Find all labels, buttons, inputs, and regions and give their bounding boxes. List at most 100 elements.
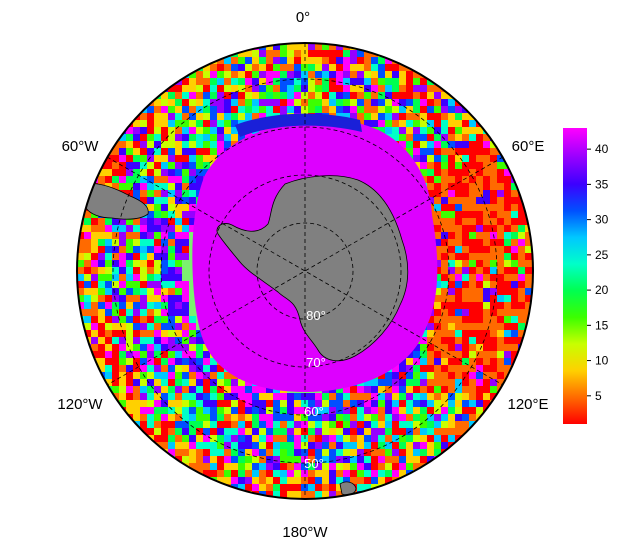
data-cell	[203, 92, 210, 99]
data-cell	[329, 456, 336, 463]
data-cell	[175, 260, 182, 267]
data-cell	[189, 99, 196, 106]
data-cell	[294, 78, 301, 85]
data-cell	[385, 99, 392, 106]
data-cell	[322, 456, 329, 463]
data-cell	[140, 155, 147, 162]
data-cell	[427, 372, 434, 379]
data-cell	[371, 386, 378, 393]
data-cell	[448, 400, 455, 407]
data-cell	[441, 267, 448, 274]
data-cell	[147, 239, 154, 246]
data-cell	[175, 379, 182, 386]
data-cell	[427, 134, 434, 141]
data-cell	[105, 155, 112, 162]
data-cell	[455, 134, 462, 141]
data-cell	[504, 344, 511, 351]
data-cell	[217, 148, 224, 155]
data-cell	[126, 365, 133, 372]
data-cell	[504, 225, 511, 232]
data-cell	[266, 428, 273, 435]
data-cell	[217, 400, 224, 407]
data-cell	[350, 57, 357, 64]
data-cell	[518, 204, 525, 211]
data-cell	[413, 463, 420, 470]
data-cell	[357, 64, 364, 71]
data-cell	[294, 470, 301, 477]
data-cell	[210, 141, 217, 148]
data-cell	[469, 407, 476, 414]
data-cell	[511, 281, 518, 288]
data-cell	[112, 267, 119, 274]
data-cell	[462, 204, 469, 211]
data-cell	[420, 407, 427, 414]
data-cell	[119, 246, 126, 253]
data-cell	[182, 169, 189, 176]
data-cell	[504, 365, 511, 372]
data-cell	[266, 435, 273, 442]
data-cell	[441, 274, 448, 281]
data-cell	[273, 428, 280, 435]
data-cell	[84, 211, 91, 218]
data-cell	[189, 393, 196, 400]
data-cell	[427, 92, 434, 99]
data-cell	[441, 127, 448, 134]
data-cell	[462, 127, 469, 134]
data-cell	[161, 372, 168, 379]
data-cell	[490, 183, 497, 190]
data-cell	[336, 393, 343, 400]
data-cell	[462, 414, 469, 421]
data-cell	[427, 456, 434, 463]
data-cell	[259, 456, 266, 463]
data-cell	[427, 113, 434, 120]
data-cell	[147, 421, 154, 428]
data-cell	[91, 239, 98, 246]
data-cell	[525, 232, 532, 239]
data-cell	[364, 64, 371, 71]
data-cell	[133, 232, 140, 239]
data-cell	[210, 148, 217, 155]
data-cell	[154, 225, 161, 232]
data-cell	[378, 414, 385, 421]
data-cell	[280, 92, 287, 99]
data-cell	[490, 323, 497, 330]
data-cell	[147, 190, 154, 197]
data-cell	[133, 365, 140, 372]
data-cell	[399, 113, 406, 120]
data-cell	[455, 386, 462, 393]
data-cell	[266, 491, 273, 498]
data-cell	[203, 449, 210, 456]
data-cell	[287, 71, 294, 78]
data-cell	[245, 386, 252, 393]
data-cell	[217, 99, 224, 106]
data-cell	[301, 57, 308, 64]
data-cell	[280, 99, 287, 106]
data-cell	[497, 372, 504, 379]
data-cell	[399, 99, 406, 106]
data-cell	[427, 85, 434, 92]
data-cell	[273, 414, 280, 421]
data-cell	[189, 113, 196, 120]
data-cell	[196, 393, 203, 400]
data-cell	[161, 232, 168, 239]
data-cell	[133, 155, 140, 162]
data-cell	[112, 351, 119, 358]
data-cell	[420, 127, 427, 134]
data-cell	[343, 113, 350, 120]
data-cell	[434, 225, 441, 232]
data-cell	[392, 442, 399, 449]
data-cell	[182, 141, 189, 148]
data-cell	[462, 218, 469, 225]
data-cell	[161, 435, 168, 442]
data-cell	[147, 169, 154, 176]
data-cell	[280, 428, 287, 435]
data-cell	[308, 421, 315, 428]
data-cell	[224, 127, 231, 134]
data-cell	[252, 78, 259, 85]
data-cell	[427, 323, 434, 330]
data-cell	[182, 365, 189, 372]
data-cell	[483, 197, 490, 204]
data-cell	[357, 113, 364, 120]
data-cell	[336, 421, 343, 428]
data-cell	[329, 71, 336, 78]
